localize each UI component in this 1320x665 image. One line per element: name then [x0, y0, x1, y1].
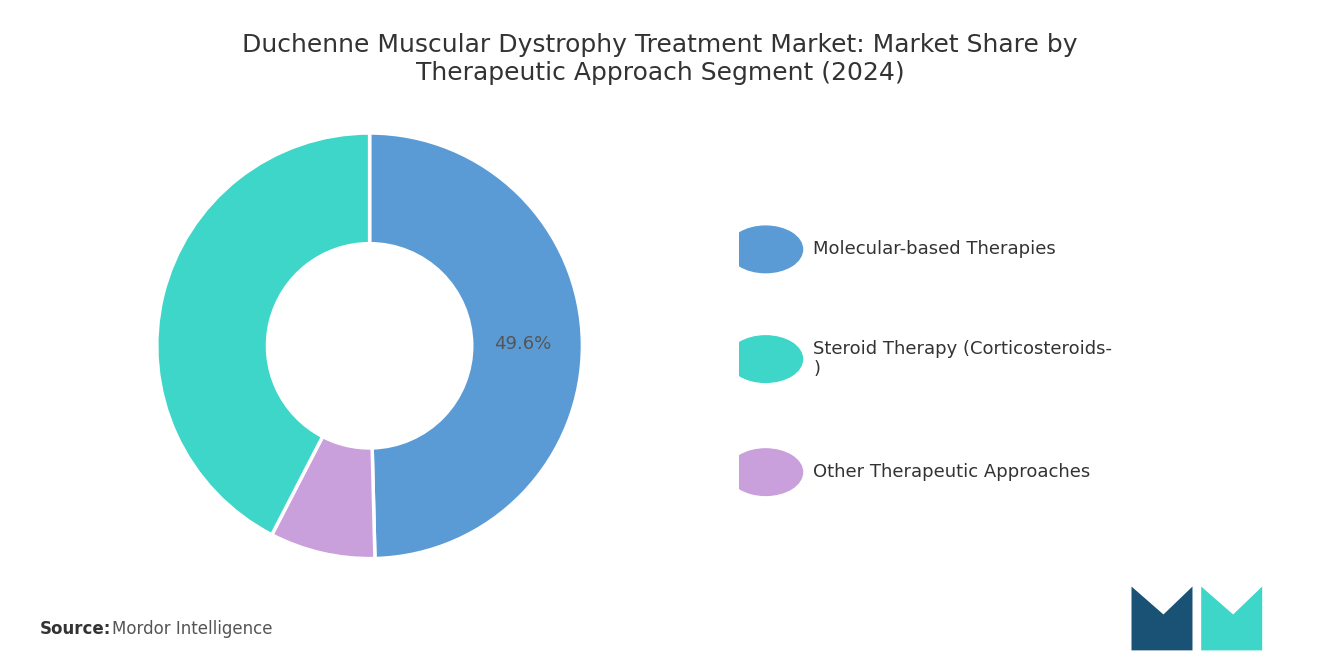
Text: Molecular-based Therapies: Molecular-based Therapies: [813, 240, 1056, 259]
Text: Mordor Intelligence: Mordor Intelligence: [112, 620, 273, 638]
Text: 49.6%: 49.6%: [494, 335, 552, 353]
Circle shape: [729, 226, 803, 273]
Wedge shape: [272, 436, 375, 559]
Circle shape: [729, 449, 803, 495]
Wedge shape: [157, 133, 370, 535]
Wedge shape: [370, 133, 582, 559]
Text: Steroid Therapy (Corticosteroids-
): Steroid Therapy (Corticosteroids- ): [813, 340, 1113, 378]
Text: Duchenne Muscular Dystrophy Treatment Market: Market Share by
Therapeutic Approa: Duchenne Muscular Dystrophy Treatment Ma…: [243, 33, 1077, 85]
Polygon shape: [1131, 587, 1192, 650]
Polygon shape: [1201, 587, 1262, 650]
Text: Other Therapeutic Approaches: Other Therapeutic Approaches: [813, 463, 1090, 481]
Circle shape: [729, 336, 803, 382]
Text: Source:: Source:: [40, 620, 111, 638]
